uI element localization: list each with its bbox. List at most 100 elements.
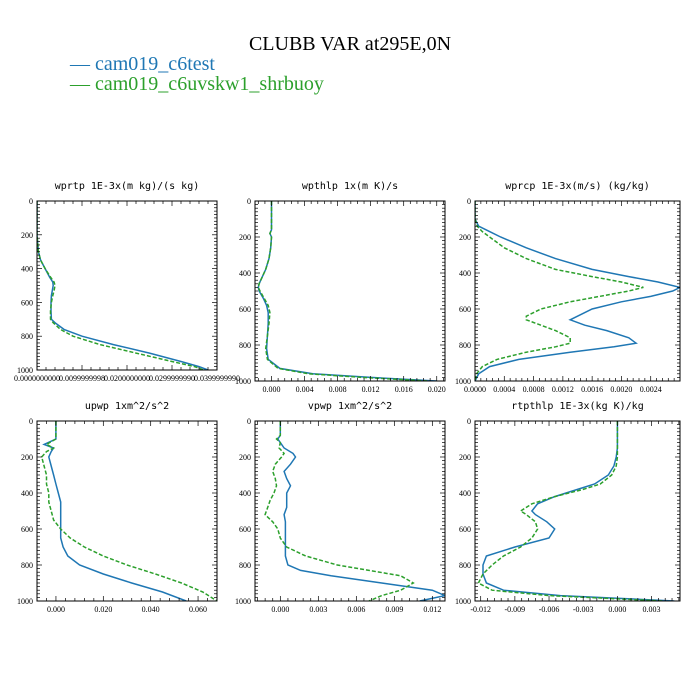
panel-1: wprtp 1E-3x(m kg)/(s kg) 0 200 400 600 800 100… xyxy=(14,181,240,383)
x-tick-label: 0.0000000000 xyxy=(14,374,60,383)
y-tick-label: 0 xyxy=(467,197,471,206)
panel-4: upwp 1xm^2/s^2 0 200 400 600 800 1000 0.000 0.02… xyxy=(17,401,218,614)
y-tick-label: 800 xyxy=(21,332,33,341)
x-tick-label: 0.0020 xyxy=(610,385,632,394)
y-tick-label: 0 xyxy=(29,417,33,426)
y-tick-label: 1000 xyxy=(17,597,33,606)
y-tick-label: 200 xyxy=(21,453,33,462)
panel-5: vpwp 1xm^2/s^2 0 200 400 600 800 1000 0.000 0.00… xyxy=(235,401,446,614)
x-tick-label: 0.004 xyxy=(296,385,314,394)
legend-label-1: cam019_c6test xyxy=(95,53,215,75)
series-line-2 xyxy=(37,201,204,370)
plot-frame xyxy=(36,200,218,371)
y-tick-label: 600 xyxy=(239,525,251,534)
x-tick-label: 0.0004 xyxy=(493,385,515,394)
x-tick-label: -0.003 xyxy=(573,605,594,614)
x-tick-label: 0.060 xyxy=(189,605,207,614)
series-line-1 xyxy=(37,201,209,370)
y-tick-label: 600 xyxy=(21,525,33,534)
y-tick-label: 200 xyxy=(239,233,251,242)
legend-entry-2: — cam019_c6uvskw1_shrbuoy xyxy=(69,73,324,95)
y-tick-label: 0 xyxy=(247,197,251,206)
panel-title: vpwp 1xm^2/s^2 xyxy=(308,401,392,412)
y-tick-label: 400 xyxy=(21,265,33,274)
series-line-2 xyxy=(40,421,217,601)
x-tick-label: -0.012 xyxy=(470,605,491,614)
x-tick-label: 0.0000 xyxy=(464,385,486,394)
series-line-1 xyxy=(257,201,437,381)
x-tick-label: 0.000 xyxy=(47,605,65,614)
x-tick-label: 0.0008 xyxy=(523,385,545,394)
y-tick-label: 800 xyxy=(459,561,471,570)
panel-2: wpthlp 1x(m K)/s 0 200 400 600 800 1000 0.000 0.… xyxy=(235,181,446,394)
legend-entry-1: — cam019_c6test xyxy=(69,53,215,75)
y-tick-label: 400 xyxy=(459,269,471,278)
y-tick-label: 600 xyxy=(459,525,471,534)
y-tick-label: 200 xyxy=(239,453,251,462)
panel-title: wpthlp 1x(m K)/s xyxy=(302,181,398,192)
x-tick-label: 0.0012 xyxy=(552,385,574,394)
x-tick-label: 0.003 xyxy=(309,605,327,614)
y-tick-label: 600 xyxy=(239,305,251,314)
x-tick-label: 0.003 xyxy=(643,605,661,614)
y-tick-label: 1000 xyxy=(17,366,33,375)
y-tick-label: 200 xyxy=(459,453,471,462)
y-tick-label: 400 xyxy=(459,489,471,498)
series-line-2 xyxy=(264,421,415,601)
y-tick-label: 1000 xyxy=(235,597,251,606)
y-tick-label: 0 xyxy=(467,417,471,426)
x-tick-label: 0.0200000000 xyxy=(104,374,150,383)
y-tick-label: 600 xyxy=(21,298,33,307)
x-tick-label: 0.000 xyxy=(263,385,281,394)
panel-3: wprcp 1E-3x(m/s) (kg/kg) 0 200 400 600 800 100… xyxy=(455,181,681,394)
plot-frame xyxy=(254,200,446,382)
panel-title: upwp 1xm^2/s^2 xyxy=(85,401,169,412)
x-tick-label: 0.040 xyxy=(142,605,160,614)
y-tick-label: 800 xyxy=(239,561,251,570)
x-tick-label: 0.000 xyxy=(608,605,626,614)
x-tick-label: 0.0299999990 xyxy=(149,374,195,383)
x-tick-label: 0.016 xyxy=(395,385,413,394)
panel-title: wprcp 1E-3x(m/s) (kg/kg) xyxy=(505,181,650,192)
panel-6: rtpthlp 1E-3x(kg K)/kg02004006008001000-… xyxy=(455,401,681,614)
y-tick-label: 800 xyxy=(21,561,33,570)
y-tick-label: 400 xyxy=(239,489,251,498)
y-tick-label: 200 xyxy=(21,231,33,240)
series-line-1 xyxy=(475,201,680,381)
y-tick-label: 0 xyxy=(247,417,251,426)
y-tick-label: 400 xyxy=(21,489,33,498)
y-tick-label: 1000 xyxy=(455,377,471,386)
x-tick-label: 0.0016 xyxy=(581,385,603,394)
x-tick-label: 0.0399999990 xyxy=(194,374,240,383)
y-tick-label: 600 xyxy=(459,305,471,314)
x-tick-label: 0.008 xyxy=(329,385,347,394)
x-tick-label: 0.000 xyxy=(271,605,289,614)
y-tick-label: 0 xyxy=(29,197,33,206)
plot-frame xyxy=(474,420,681,602)
x-tick-label: -0.009 xyxy=(505,605,526,614)
series-line-2 xyxy=(257,201,429,381)
x-tick-label: 0.020 xyxy=(428,385,446,394)
y-tick-label: 800 xyxy=(459,341,471,350)
y-tick-label: 800 xyxy=(239,341,251,350)
x-tick-label: 0.012 xyxy=(362,385,380,394)
x-tick-label: 0.009 xyxy=(385,605,403,614)
series-line-1 xyxy=(482,421,675,601)
y-tick-label: 1000 xyxy=(455,597,471,606)
series-line-1 xyxy=(276,421,445,601)
y-tick-label: 1000 xyxy=(235,377,251,386)
panel-title: rtpthlp 1E-3x(kg K)/kg xyxy=(511,401,643,412)
figure-title: CLUBB VAR at295E,0N xyxy=(249,33,451,55)
plot-frame xyxy=(36,420,218,602)
legend-label-2: cam019_c6uvskw1_shrbuoy xyxy=(95,73,324,95)
legend: — cam019_c6test — cam019_c6uvskw1_shrbuo… xyxy=(69,53,324,95)
x-tick-label: 0.0099999998 xyxy=(59,374,105,383)
x-tick-label: 0.012 xyxy=(423,605,441,614)
x-tick-label: 0.020 xyxy=(94,605,112,614)
y-tick-label: 200 xyxy=(459,233,471,242)
series-line-2 xyxy=(477,421,663,601)
x-tick-label: -0.006 xyxy=(539,605,560,614)
y-tick-label: 400 xyxy=(239,269,251,278)
x-tick-label: 0.0024 xyxy=(640,385,662,394)
